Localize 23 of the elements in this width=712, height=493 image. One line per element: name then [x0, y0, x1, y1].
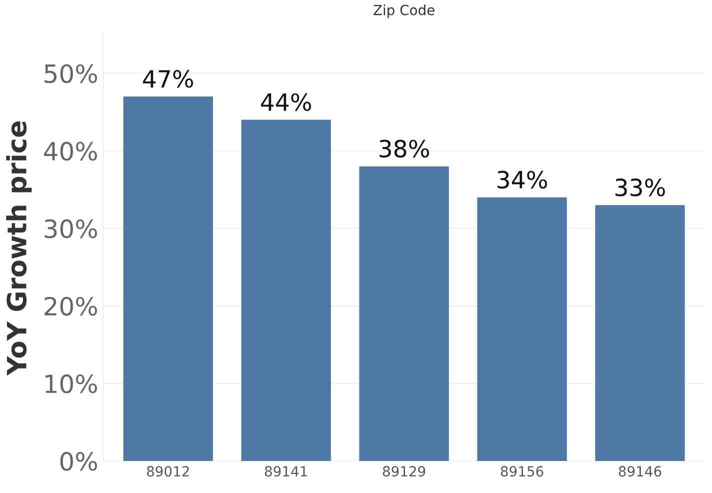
x-tick-label: 89146 [618, 466, 662, 477]
x-tick-label: 89012 [146, 466, 189, 477]
x-tick-label: 89141 [264, 466, 307, 477]
bar [123, 96, 213, 461]
x-tick-label: 89129 [382, 466, 426, 477]
y-tick-label: 50% [44, 64, 97, 84]
y-tick-label: 0% [60, 452, 97, 471]
data-label: 33% [616, 178, 665, 196]
data-label: 34% [498, 170, 547, 189]
x-tick-label: 89156 [500, 466, 544, 477]
y-tick-label: 40% [44, 142, 97, 161]
bar [595, 205, 685, 461]
bar [359, 166, 449, 461]
data-label: 47% [143, 70, 194, 88]
bar [477, 197, 567, 461]
y-tick-label: 10% [46, 374, 97, 394]
y-tick-label: 30% [44, 219, 97, 238]
y-tick-label: 20% [44, 296, 97, 316]
x-axis-title: Zip Code [374, 4, 434, 18]
bar [241, 120, 331, 461]
y-axis-title: YoY Growth price [6, 121, 32, 376]
data-label: 44% [261, 93, 312, 112]
data-label: 38% [380, 140, 429, 158]
